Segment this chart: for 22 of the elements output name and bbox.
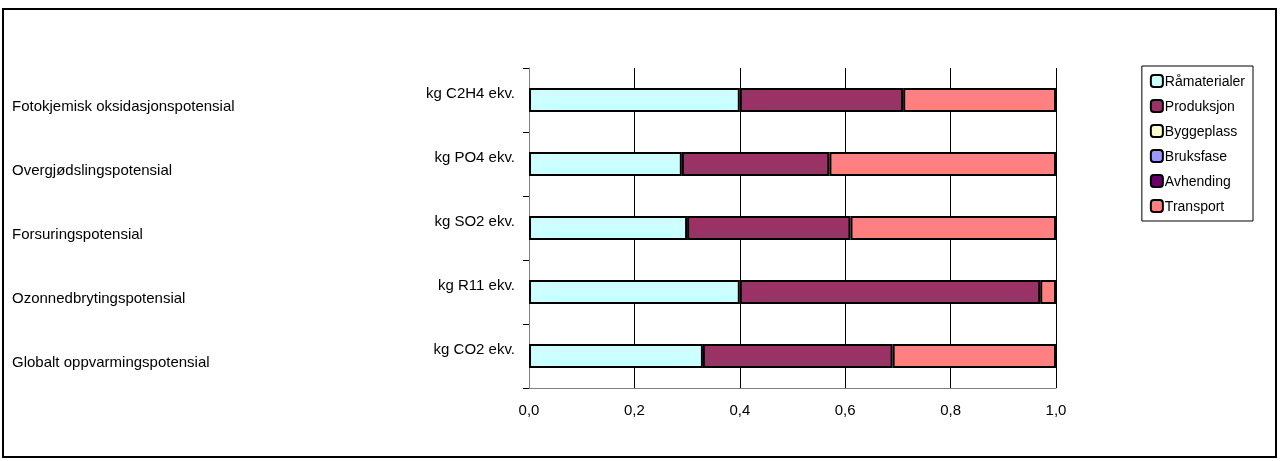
- legend-label: Byggeplass: [1164, 123, 1238, 139]
- x-tick-label: 0,6: [834, 401, 856, 418]
- y-tick-label: kg PO4 ekv.: [434, 148, 515, 165]
- legend-label: Råmaterialer: [1164, 73, 1246, 89]
- y-tick-label: kg R11 ekv.: [438, 276, 515, 293]
- y-tick-label: kg C2H4 ekv.: [426, 84, 515, 101]
- text: Globalt oppvarmingspotensial: [12, 353, 210, 370]
- x-tick-label: 0,4: [729, 401, 751, 418]
- x-tick-label: 0,0: [518, 401, 540, 418]
- legend-label: Avhending: [1164, 173, 1231, 189]
- x-tick-label: 0,8: [940, 401, 962, 418]
- text: Forsuringspotensial: [12, 225, 143, 242]
- text: Overgjødslingspotensial: [12, 161, 173, 178]
- text: Fotokjemisk oksidasjonspotensial: [12, 97, 235, 114]
- y-tick-label: kg SO2 ekv.: [434, 212, 515, 229]
- y-tick-label: kg CO2 ekv.: [433, 340, 515, 357]
- legend-label: Transport: [1164, 198, 1225, 214]
- legend-label: Bruksfase: [1164, 148, 1228, 164]
- text: Ozonnedbrytingspotensial: [12, 289, 186, 306]
- x-tick-label: 0,2: [623, 401, 645, 418]
- x-tick-label: 1,0: [1045, 401, 1067, 418]
- legend-label: Produksjon: [1164, 98, 1235, 114]
